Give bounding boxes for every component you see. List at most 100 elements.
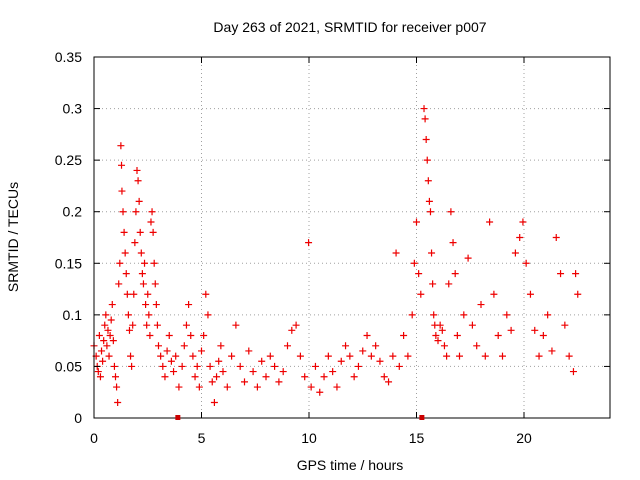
data-point — [153, 321, 161, 329]
data-point — [477, 301, 485, 309]
data-point — [494, 331, 502, 339]
data-point — [565, 352, 573, 360]
data-point — [144, 290, 152, 298]
data-point — [464, 254, 472, 262]
data-point — [305, 239, 313, 247]
data-point — [376, 357, 384, 365]
data-point — [178, 362, 186, 370]
data-point — [132, 208, 140, 216]
gap-marker — [419, 415, 425, 420]
data-point — [275, 378, 283, 386]
data-point — [526, 290, 534, 298]
data-point — [143, 321, 151, 329]
data-point — [430, 311, 438, 319]
y-tick-label: 0.1 — [63, 307, 83, 323]
y-tick-label: 0.15 — [55, 255, 82, 271]
data-point — [443, 352, 451, 360]
axis-ticks: 0 0.05 0.1 0.15 0.2 0.25 0.3 0.35 0 5 10 15 20 — [55, 49, 610, 446]
data-point — [420, 105, 428, 113]
data-point — [100, 337, 108, 345]
data-point — [572, 270, 580, 278]
data-point — [215, 357, 223, 365]
data-point — [301, 373, 309, 381]
data-point — [104, 326, 112, 334]
data-point — [182, 321, 190, 329]
data-point — [96, 373, 104, 381]
data-point — [385, 378, 393, 386]
data-point — [449, 239, 457, 247]
x-tick-label: 0 — [90, 430, 98, 446]
data-point — [324, 352, 332, 360]
data-point — [137, 249, 145, 257]
data-point — [311, 362, 319, 370]
data-point — [189, 352, 197, 360]
data-point — [249, 368, 257, 376]
data-point — [245, 347, 253, 355]
data-point — [389, 352, 397, 360]
data-point — [145, 311, 153, 319]
data-point — [200, 331, 208, 339]
y-tick-label: 0.05 — [55, 358, 82, 374]
data-point — [110, 362, 118, 370]
data-point — [149, 228, 157, 236]
data-point — [106, 331, 114, 339]
data-point — [417, 290, 425, 298]
data-point — [410, 259, 418, 267]
y-axis-label: SRMTID / TECUs — [5, 182, 21, 292]
data-point — [217, 342, 225, 350]
data-point — [163, 347, 171, 355]
data-point — [400, 331, 408, 339]
data-point — [423, 156, 431, 164]
data-point — [120, 228, 128, 236]
data-point — [147, 218, 155, 226]
y-tick-label: 0.2 — [63, 204, 83, 220]
data-point — [434, 337, 442, 345]
data-point — [123, 290, 131, 298]
data-point — [519, 218, 527, 226]
data-point — [127, 352, 135, 360]
data-point — [172, 352, 180, 360]
data-point — [507, 326, 515, 334]
data-point — [219, 368, 227, 376]
data-point — [131, 239, 139, 247]
data-point — [460, 311, 468, 319]
data-point — [107, 316, 115, 324]
data-point — [118, 161, 126, 169]
data-point — [408, 311, 416, 319]
data-point — [236, 362, 244, 370]
data-point — [170, 368, 178, 376]
data-point — [175, 383, 183, 391]
data-point — [114, 399, 122, 407]
x-tick-label: 5 — [198, 430, 206, 446]
data-point — [438, 326, 446, 334]
data-point — [531, 326, 539, 334]
data-point — [539, 331, 547, 339]
data-point — [161, 373, 169, 381]
data-point — [425, 197, 433, 205]
data-point — [522, 259, 530, 267]
data-point — [288, 326, 296, 334]
data-point — [130, 290, 138, 298]
data-point — [392, 249, 400, 257]
data-point — [124, 311, 132, 319]
data-point — [101, 321, 109, 329]
data-point — [350, 373, 358, 381]
data-point — [490, 290, 498, 298]
data-point — [329, 368, 337, 376]
x-tick-label: 10 — [301, 430, 317, 446]
data-point — [113, 383, 121, 391]
data-point — [115, 280, 123, 288]
data-point — [271, 362, 279, 370]
data-point — [142, 301, 150, 309]
chart-title: Day 263 of 2021, SRMTID for receiver p00… — [213, 19, 486, 35]
data-point — [151, 280, 159, 288]
data-point — [432, 331, 440, 339]
data-point — [105, 352, 113, 360]
data-point — [210, 399, 218, 407]
data-point — [138, 270, 146, 278]
data-point — [574, 290, 582, 298]
data-point — [232, 321, 240, 329]
data-points — [90, 105, 582, 407]
data-point — [445, 280, 453, 288]
